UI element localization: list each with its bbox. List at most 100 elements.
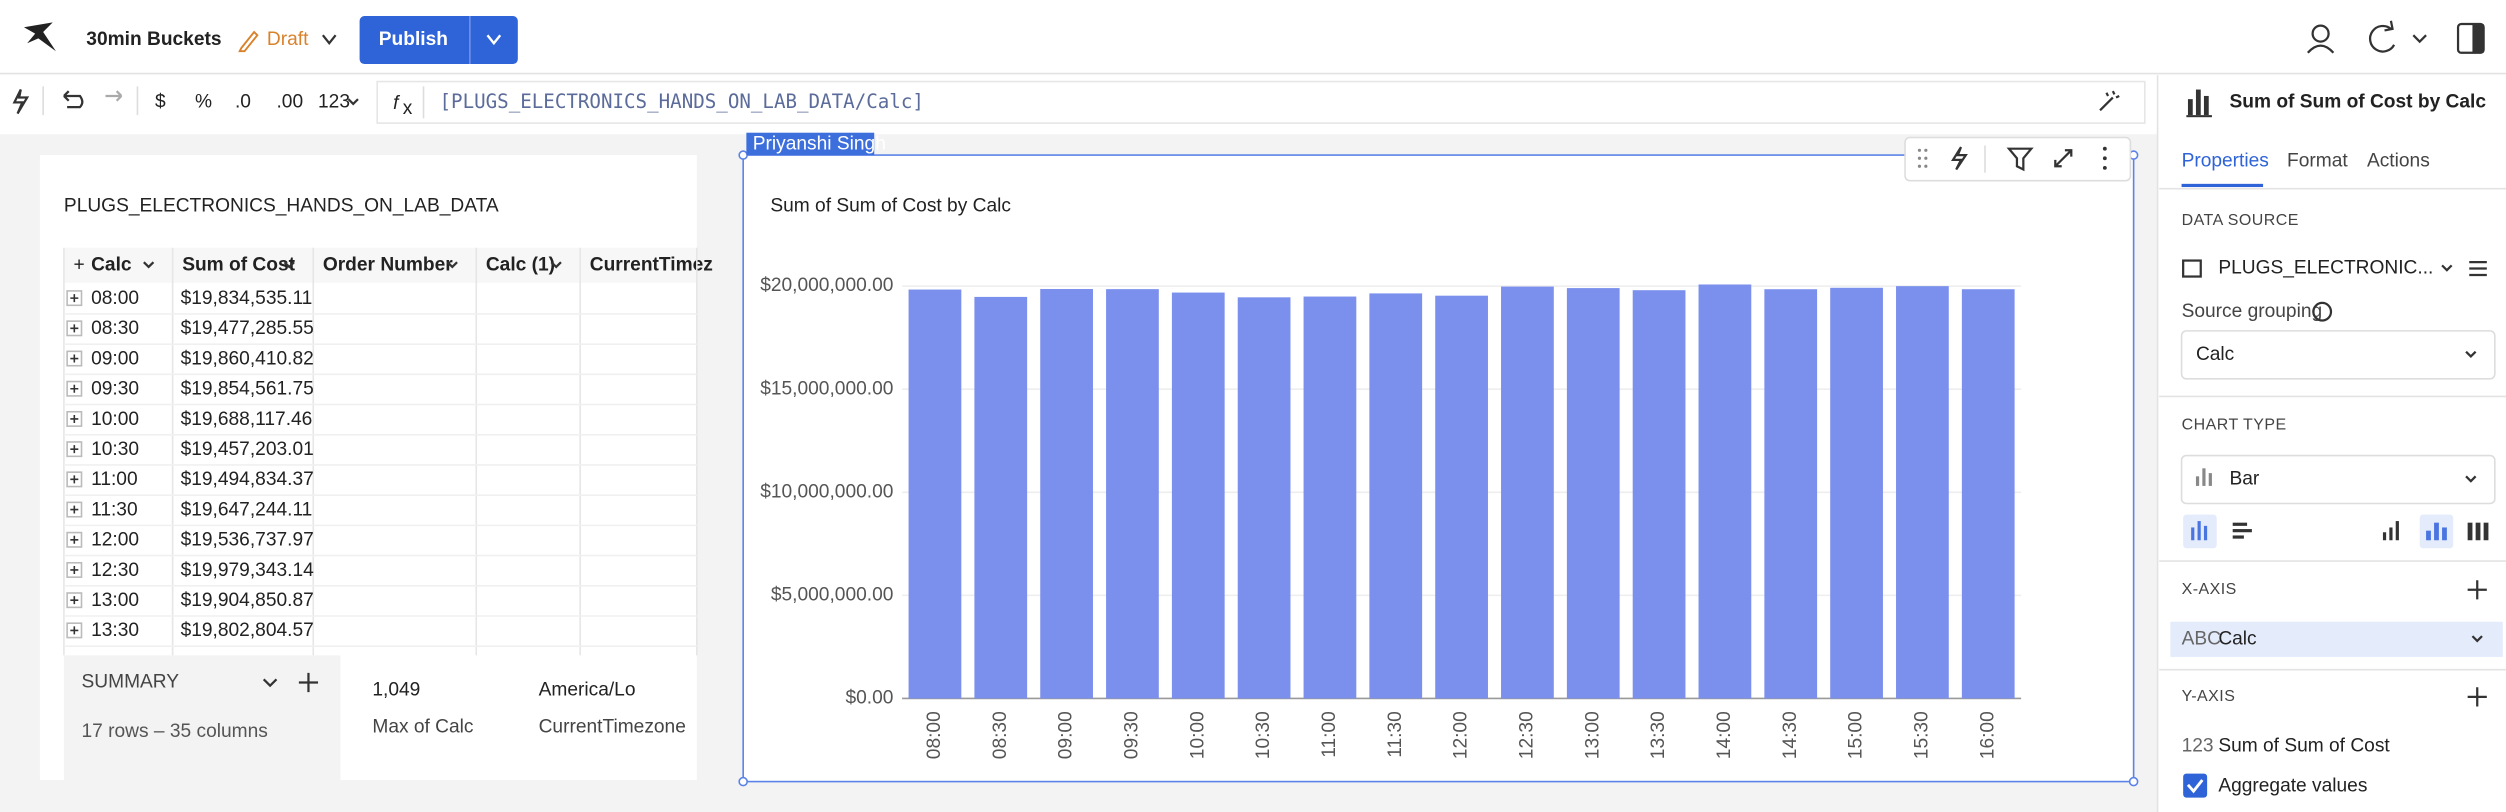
bar[interactable] [1566, 288, 1620, 699]
lightning-icon[interactable] [1950, 146, 1968, 171]
format-increase-decimal[interactable]: .00 [276, 91, 303, 112]
bar[interactable] [1501, 286, 1554, 699]
bar[interactable] [1237, 297, 1291, 699]
expand-plus [70, 354, 79, 363]
bar[interactable] [1171, 292, 1225, 699]
format-currency[interactable]: $ [155, 91, 166, 112]
column-menu[interactable] [550, 261, 562, 269]
chevron[interactable] [2412, 34, 2427, 44]
cell: 10:30 [91, 439, 139, 460]
bar[interactable] [1896, 286, 1949, 699]
resize-handle[interactable] [738, 150, 748, 160]
chart-type[interactable]: Bar [2230, 469, 2260, 490]
y-tick-label: $15,000,000.00 [760, 378, 893, 399]
bar[interactable] [1830, 287, 1883, 699]
publish-label[interactable]: Publish [379, 29, 448, 50]
bar[interactable] [1303, 296, 1357, 699]
data-source[interactable]: PLUGS_ELECTRONIC... [2218, 258, 2433, 279]
owner-tag [746, 132, 875, 156]
list-icon[interactable] [2469, 261, 2487, 277]
format-percent[interactable]: % [195, 91, 212, 112]
undo-icon[interactable] [63, 90, 84, 109]
bar[interactable] [1435, 295, 1488, 699]
cell: 08:30 [91, 318, 139, 339]
expand-plus [70, 445, 79, 454]
owner-name: Priyanshi Singh [753, 134, 886, 155]
aggregate-label[interactable]: Aggregate values [2218, 775, 2367, 796]
expand-icon[interactable] [2054, 149, 2073, 168]
draft-status[interactable]: Draft [267, 29, 309, 50]
workbook-title[interactable]: 30min Buckets [86, 29, 221, 50]
chevron[interactable] [262, 678, 278, 688]
filter-icon[interactable] [2006, 147, 2034, 172]
field-row[interactable] [2170, 621, 2503, 657]
bar[interactable] [1698, 284, 1752, 699]
publish-button[interactable] [359, 16, 518, 64]
cell: 12:00 [91, 530, 139, 551]
column-menu[interactable] [446, 261, 458, 269]
chart-variant[interactable] [2232, 522, 2252, 539]
chart-variant[interactable] [2382, 521, 2399, 541]
summary-label: SUMMARY [82, 672, 180, 693]
share-icon[interactable] [2311, 24, 2330, 43]
format-decrease-decimal[interactable]: .0 [235, 91, 251, 112]
dropdown[interactable] [2180, 330, 2496, 380]
cell: 11:30 [91, 499, 138, 520]
magic-icon[interactable] [2099, 90, 2120, 112]
bar[interactable] [1632, 290, 1686, 699]
chart-variant[interactable] [2467, 522, 2489, 541]
cell: $19,494,834.37 [181, 469, 314, 490]
dropdown[interactable] [2180, 454, 2496, 505]
formula-bar[interactable] [376, 80, 2146, 124]
bar[interactable] [1764, 289, 1818, 699]
column-header[interactable]: Calc [91, 254, 132, 275]
drag-handle[interactable] [1917, 148, 1928, 168]
tab[interactable]: Format [2287, 151, 2348, 172]
bar[interactable] [1369, 293, 1423, 699]
column-header[interactable]: CurrentTimez [590, 254, 713, 275]
summary-value: America/Lo [539, 680, 636, 701]
chevron[interactable] [321, 34, 337, 45]
source-grouping[interactable]: Calc [2196, 344, 2235, 365]
column-header[interactable]: Calc (1) [486, 254, 555, 275]
section-label: Y-AXIS [2182, 688, 2236, 705]
column-menu[interactable] [143, 261, 155, 269]
chevron[interactable] [347, 98, 359, 106]
tab[interactable]: Properties [2182, 151, 2269, 172]
resize-handle[interactable] [738, 776, 748, 787]
add-x-axis[interactable] [2467, 580, 2487, 600]
bar[interactable] [1106, 289, 1159, 699]
y-axis-field[interactable]: Sum of Sum of Cost [2218, 735, 2390, 756]
resize-handle[interactable] [2128, 776, 2139, 787]
formula-text[interactable]: [PLUGS_ELECTRONICS_HANDS_ON_LAB_DATA/Cal… [440, 90, 924, 113]
x-tick-label: 09:00 [1056, 711, 1077, 759]
format-number[interactable]: 123 [318, 91, 350, 112]
refresh-icon[interactable] [2368, 20, 2396, 53]
checkbox[interactable] [2183, 773, 2208, 798]
column-header[interactable]: Order Number [323, 254, 453, 275]
logo[interactable] [23, 22, 56, 52]
add-y-axis[interactable] [2467, 687, 2487, 707]
tab[interactable]: Actions [2367, 151, 2430, 172]
column-menu[interactable] [283, 261, 295, 269]
info-icon[interactable] [2312, 301, 2333, 322]
draft-icon [238, 30, 259, 53]
bar[interactable] [1961, 289, 2015, 699]
panel-title: Sum of Sum of Cost by Calc [2230, 91, 2487, 112]
bar[interactable] [1040, 289, 1093, 699]
bar[interactable] [974, 296, 1028, 699]
x-tick-label: 13:00 [1582, 711, 1603, 759]
lightning-icon[interactable] [12, 89, 30, 115]
more-icon[interactable] [2102, 146, 2107, 170]
cell: $19,904,850.87 [181, 590, 314, 611]
publish-menu[interactable] [486, 34, 502, 46]
column-header[interactable]: Sum of Cost [182, 254, 295, 275]
summary-metric-label: Max of Calc [372, 716, 474, 737]
x-axis-field[interactable]: Calc [2218, 628, 2257, 649]
redo-icon[interactable] [105, 90, 123, 102]
add-icon[interactable]: + [74, 254, 85, 275]
chevron[interactable] [2441, 264, 2453, 272]
add-summary[interactable] [298, 672, 319, 693]
bar[interactable] [908, 289, 962, 699]
chevron[interactable] [2471, 635, 2483, 643]
